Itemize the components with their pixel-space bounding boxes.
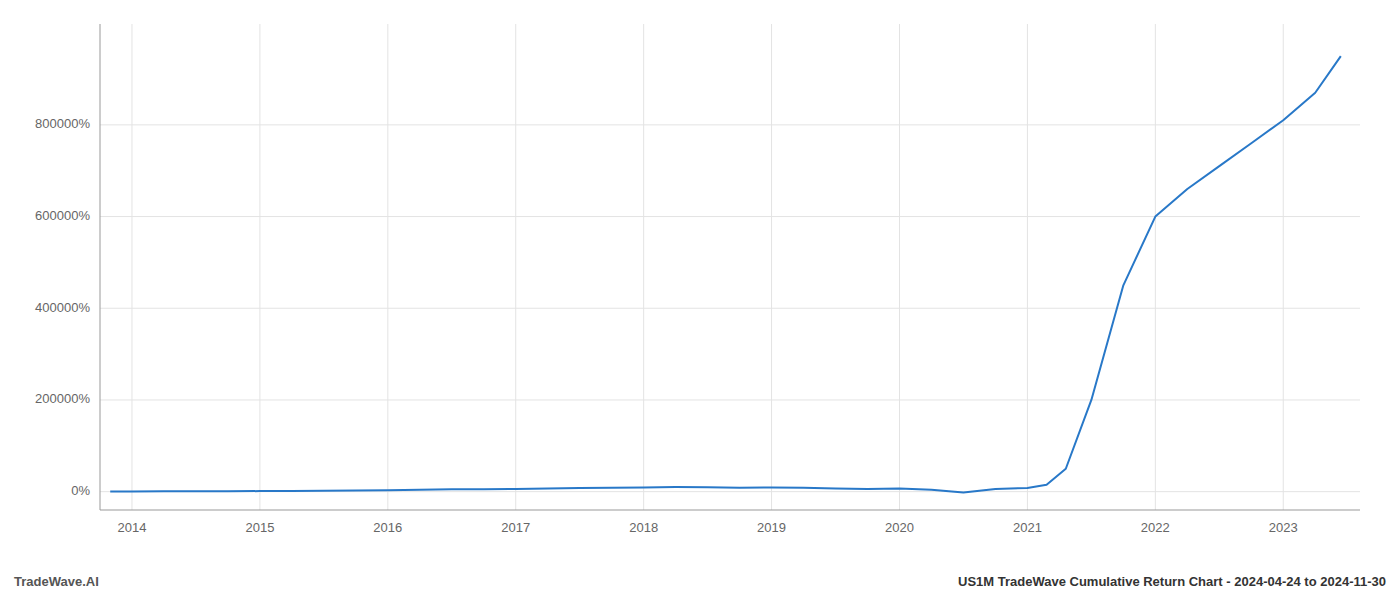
x-grid-line: [899, 24, 900, 510]
x-grid-line: [1027, 24, 1028, 510]
x-grid-line: [1283, 24, 1284, 510]
footer: TradeWave.AI US1M TradeWave Cumulative Re…: [14, 574, 1386, 589]
x-grid-line: [771, 24, 772, 510]
chart-container: 0% 200000% 400000% 600000% 800000% 2014 2015 20…: [0, 0, 1400, 600]
y-grid-line: [100, 308, 1360, 309]
grid: [100, 24, 1360, 510]
x-axis-line: [100, 510, 1360, 511]
y-tick-label: 200000%: [35, 391, 90, 406]
footer-text: TradeWave.AI: [14, 574, 99, 589]
y-tick-label: 800000%: [35, 116, 90, 131]
y-tick-label: 400000%: [35, 300, 90, 315]
x-tick-label: 2022: [1141, 520, 1170, 535]
y-axis-line: [100, 24, 101, 510]
x-grid-line: [515, 24, 516, 510]
y-grid-line: [100, 399, 1360, 400]
y-grid-line: [100, 216, 1360, 217]
axes: 0% 200000% 400000% 600000% 800000% 2014 2015 20…: [35, 24, 1360, 535]
x-tick-label: 2015: [245, 520, 274, 535]
x-grid-line: [259, 24, 260, 510]
x-tick-label: 2019: [757, 520, 786, 535]
x-grid-line: [387, 24, 388, 510]
x-grid-line: [131, 24, 132, 510]
x-tick-label: 2020: [885, 520, 914, 535]
x-tick-label: 2018: [629, 520, 658, 535]
x-grid-line: [1155, 24, 1156, 510]
x-tick-label: 2016: [373, 520, 402, 535]
plot-area: [110, 56, 1341, 492]
chart: 0% 200000% 400000% 600000% 800000% 2014 2015 20…: [0, 0, 1400, 600]
line: [110, 56, 1341, 492]
x-tick-label: 2014: [118, 520, 147, 535]
x-tick-label: 2023: [1269, 520, 1298, 535]
y-tick-label: 600000%: [35, 208, 90, 223]
y-tick-label: 0%: [71, 483, 90, 498]
x-tick-label: 2021: [1013, 520, 1042, 535]
x-grid-line: [643, 24, 644, 510]
footer-text: US1M TradeWave Cumulative Return Chart -…: [958, 574, 1386, 589]
x-tick-label: 2017: [501, 520, 530, 535]
y-grid-line: [100, 124, 1360, 125]
